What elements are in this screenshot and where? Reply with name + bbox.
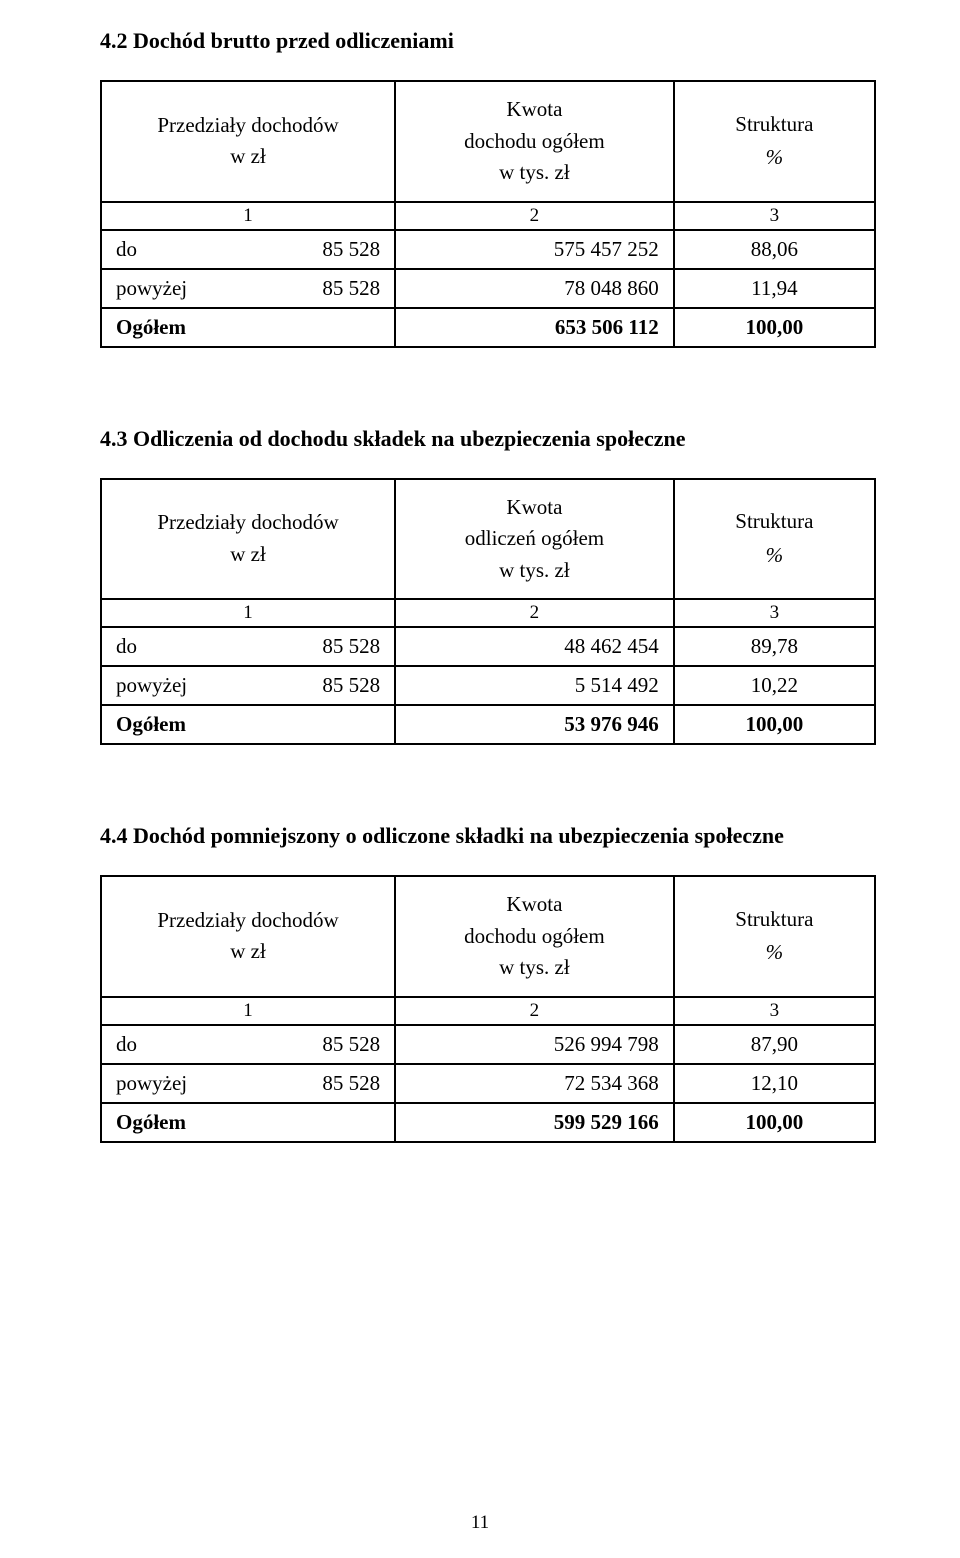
row-label-right: 85 528 (322, 673, 380, 698)
col1-label: Przedziały dochodów (157, 113, 338, 137)
section-heading-4-3: 4.3 Odliczenia od dochodu składek na ube… (100, 426, 876, 478)
col3-header: Struktura % (674, 479, 875, 600)
col2-line1: Kwota (506, 495, 562, 519)
table-4-4: Przedziały dochodów w zł Kwota dochodu o… (100, 875, 876, 1143)
table-row: do 85 528 48 462 454 89,78 (101, 627, 875, 666)
col3-label: Struktura (735, 907, 813, 931)
col1-sub: w zł (230, 939, 266, 963)
numhdr-3: 3 (674, 599, 875, 627)
table-row: powyżej 85 528 78 048 860 11,94 (101, 269, 875, 308)
row-value: 72 534 368 (395, 1064, 674, 1103)
total-value: 653 506 112 (395, 308, 674, 347)
row-label-left: powyżej (116, 1071, 187, 1096)
col2-line2: dochodu ogółem (464, 924, 605, 948)
col1-label: Przedziały dochodów (157, 510, 338, 534)
total-label: Ogółem (101, 308, 395, 347)
row-label-left: powyżej (116, 673, 187, 698)
col3-label: Struktura (735, 509, 813, 533)
row-label-right: 85 528 (322, 1071, 380, 1096)
numhdr-3: 3 (674, 202, 875, 230)
table-total-row: Ogółem 53 976 946 100,00 (101, 705, 875, 744)
numhdr-2: 2 (395, 997, 674, 1025)
row-label-right: 85 528 (322, 634, 380, 659)
col2-header: Kwota dochodu ogółem w tys. zł (395, 876, 674, 997)
row-label-left: do (116, 1032, 137, 1057)
row-pct: 87,90 (674, 1025, 875, 1064)
col1-label: Przedziały dochodów (157, 908, 338, 932)
section-heading-4-4: 4.4 Dochód pomniejszony o odliczone skła… (100, 823, 876, 875)
col2-header: Kwota odliczeń ogółem w tys. zł (395, 479, 674, 600)
row-value: 48 462 454 (395, 627, 674, 666)
numhdr-2: 2 (395, 599, 674, 627)
col2-line3: w tys. zł (499, 558, 570, 582)
total-label: Ogółem (101, 1103, 395, 1142)
col3-pct: % (689, 540, 860, 572)
col3-header: Struktura % (674, 81, 875, 202)
page-number: 11 (0, 1512, 960, 1534)
col1-header: Przedziały dochodów w zł (101, 81, 395, 202)
row-pct: 88,06 (674, 230, 875, 269)
total-value: 53 976 946 (395, 705, 674, 744)
total-value: 599 529 166 (395, 1103, 674, 1142)
col1-sub: w zł (230, 542, 266, 566)
table-total-row: Ogółem 599 529 166 100,00 (101, 1103, 875, 1142)
col1-sub: w zł (230, 144, 266, 168)
col2-line2: odliczeń ogółem (465, 526, 604, 550)
numhdr-2: 2 (395, 202, 674, 230)
col2-line1: Kwota (506, 97, 562, 121)
col2-line1: Kwota (506, 892, 562, 916)
row-value: 526 994 798 (395, 1025, 674, 1064)
table-total-row: Ogółem 653 506 112 100,00 (101, 308, 875, 347)
table-4-3: Przedziały dochodów w zł Kwota odliczeń … (100, 478, 876, 746)
row-pct: 11,94 (674, 269, 875, 308)
row-pct: 89,78 (674, 627, 875, 666)
col1-header: Przedziały dochodów w zł (101, 479, 395, 600)
col2-line3: w tys. zł (499, 160, 570, 184)
row-pct: 10,22 (674, 666, 875, 705)
numhdr-1: 1 (101, 202, 395, 230)
row-label-right: 85 528 (322, 276, 380, 301)
table-row: do 85 528 575 457 252 88,06 (101, 230, 875, 269)
table-row: powyżej 85 528 72 534 368 12,10 (101, 1064, 875, 1103)
total-pct: 100,00 (674, 705, 875, 744)
col3-pct: % (689, 937, 860, 969)
row-label-right: 85 528 (322, 1032, 380, 1057)
row-value: 575 457 252 (395, 230, 674, 269)
row-label-right: 85 528 (322, 237, 380, 262)
col2-line3: w tys. zł (499, 955, 570, 979)
col3-label: Struktura (735, 112, 813, 136)
col3-header: Struktura % (674, 876, 875, 997)
row-value: 5 514 492 (395, 666, 674, 705)
col2-line2: dochodu ogółem (464, 129, 605, 153)
col3-pct: % (689, 142, 860, 174)
table-row: powyżej 85 528 5 514 492 10,22 (101, 666, 875, 705)
numhdr-1: 1 (101, 599, 395, 627)
col2-header: Kwota dochodu ogółem w tys. zł (395, 81, 674, 202)
col1-header: Przedziały dochodów w zł (101, 876, 395, 997)
row-label-left: do (116, 634, 137, 659)
section-heading-4-2: 4.2 Dochód brutto przed odliczeniami (100, 28, 876, 80)
row-label-left: powyżej (116, 276, 187, 301)
total-label: Ogółem (101, 705, 395, 744)
numhdr-3: 3 (674, 997, 875, 1025)
numhdr-1: 1 (101, 997, 395, 1025)
row-label-left: do (116, 237, 137, 262)
row-value: 78 048 860 (395, 269, 674, 308)
total-pct: 100,00 (674, 308, 875, 347)
table-4-2: Przedziały dochodów w zł Kwota dochodu o… (100, 80, 876, 348)
row-pct: 12,10 (674, 1064, 875, 1103)
table-row: do 85 528 526 994 798 87,90 (101, 1025, 875, 1064)
total-pct: 100,00 (674, 1103, 875, 1142)
